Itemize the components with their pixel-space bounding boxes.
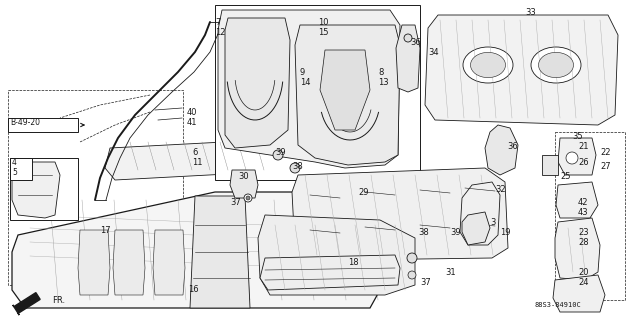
Polygon shape [555, 218, 600, 280]
Polygon shape [12, 192, 420, 308]
Text: 11: 11 [192, 158, 203, 167]
Text: 38: 38 [418, 228, 429, 237]
FancyArrow shape [13, 292, 40, 315]
Polygon shape [12, 162, 60, 218]
Text: 19: 19 [500, 228, 511, 237]
Polygon shape [320, 50, 370, 130]
Text: 88S3-84910C: 88S3-84910C [535, 302, 582, 308]
Circle shape [246, 196, 250, 200]
Ellipse shape [463, 47, 513, 83]
Text: 28: 28 [578, 238, 589, 247]
Polygon shape [105, 140, 270, 180]
Polygon shape [190, 196, 250, 308]
Text: 20: 20 [578, 268, 589, 277]
Polygon shape [542, 155, 558, 175]
Text: 12: 12 [215, 28, 226, 37]
Text: 27: 27 [600, 162, 611, 171]
Text: 43: 43 [578, 208, 589, 217]
Text: 37: 37 [230, 198, 241, 207]
Text: 25: 25 [560, 172, 571, 181]
Text: 26: 26 [578, 158, 589, 167]
Circle shape [244, 194, 252, 202]
Text: 17: 17 [100, 226, 111, 235]
Text: 37: 37 [420, 278, 431, 287]
Bar [215, 5, 420, 180]
Text: 21: 21 [578, 142, 589, 151]
Bar [10, 158, 78, 220]
Polygon shape [258, 215, 415, 295]
Text: 42: 42 [578, 198, 589, 207]
Text: 39: 39 [275, 148, 286, 157]
Text: 29: 29 [358, 188, 369, 197]
Text: 13: 13 [378, 78, 389, 87]
Text: 10: 10 [318, 18, 328, 27]
Polygon shape [153, 230, 185, 295]
Text: 41: 41 [187, 118, 198, 127]
Polygon shape [225, 18, 290, 148]
Text: 16: 16 [188, 285, 199, 294]
Bar [10, 158, 32, 180]
Ellipse shape [470, 52, 506, 78]
Ellipse shape [538, 52, 574, 78]
Text: 40: 40 [187, 108, 198, 117]
Text: 7: 7 [215, 18, 220, 27]
Text: 9: 9 [300, 68, 305, 77]
Polygon shape [218, 10, 400, 168]
Polygon shape [462, 212, 490, 245]
Text: 5: 5 [12, 168, 17, 177]
Text: 33: 33 [525, 8, 536, 17]
Text: 34: 34 [428, 48, 438, 57]
Polygon shape [292, 168, 508, 260]
Polygon shape [425, 15, 618, 125]
Text: 22: 22 [600, 148, 611, 157]
Circle shape [273, 150, 283, 160]
Polygon shape [295, 25, 400, 165]
Text: 24: 24 [578, 278, 589, 287]
Bar [8, 118, 78, 132]
Circle shape [404, 34, 412, 42]
Polygon shape [113, 230, 145, 295]
Text: 8: 8 [378, 68, 383, 77]
Text: FR.: FR. [52, 296, 65, 305]
Text: 23: 23 [578, 228, 589, 237]
Text: 35: 35 [572, 132, 582, 141]
Text: B-49-20: B-49-20 [10, 118, 40, 127]
Polygon shape [556, 182, 598, 218]
Text: 32: 32 [495, 185, 506, 194]
Text: 18: 18 [348, 258, 359, 267]
Text: 6: 6 [192, 148, 198, 157]
Circle shape [566, 152, 578, 164]
Text: 15: 15 [318, 28, 328, 37]
Polygon shape [460, 182, 500, 245]
Bar [8, 90, 183, 285]
Polygon shape [396, 25, 420, 92]
Polygon shape [78, 230, 110, 295]
Text: 39: 39 [450, 228, 460, 237]
Text: 31: 31 [445, 268, 455, 277]
Polygon shape [260, 255, 400, 290]
Text: 36: 36 [507, 142, 518, 151]
Circle shape [290, 163, 300, 173]
Polygon shape [558, 138, 596, 175]
Text: 30: 30 [238, 172, 248, 181]
Text: 4: 4 [12, 158, 17, 167]
Text: 38: 38 [292, 162, 303, 171]
Polygon shape [230, 170, 258, 198]
Text: 36: 36 [410, 38, 421, 47]
Text: 3: 3 [490, 218, 496, 227]
Circle shape [408, 271, 416, 279]
Circle shape [407, 253, 417, 263]
Polygon shape [553, 275, 605, 312]
Text: 14: 14 [300, 78, 311, 87]
Bar [555, 132, 625, 300]
Polygon shape [485, 125, 518, 175]
Ellipse shape [531, 47, 581, 83]
